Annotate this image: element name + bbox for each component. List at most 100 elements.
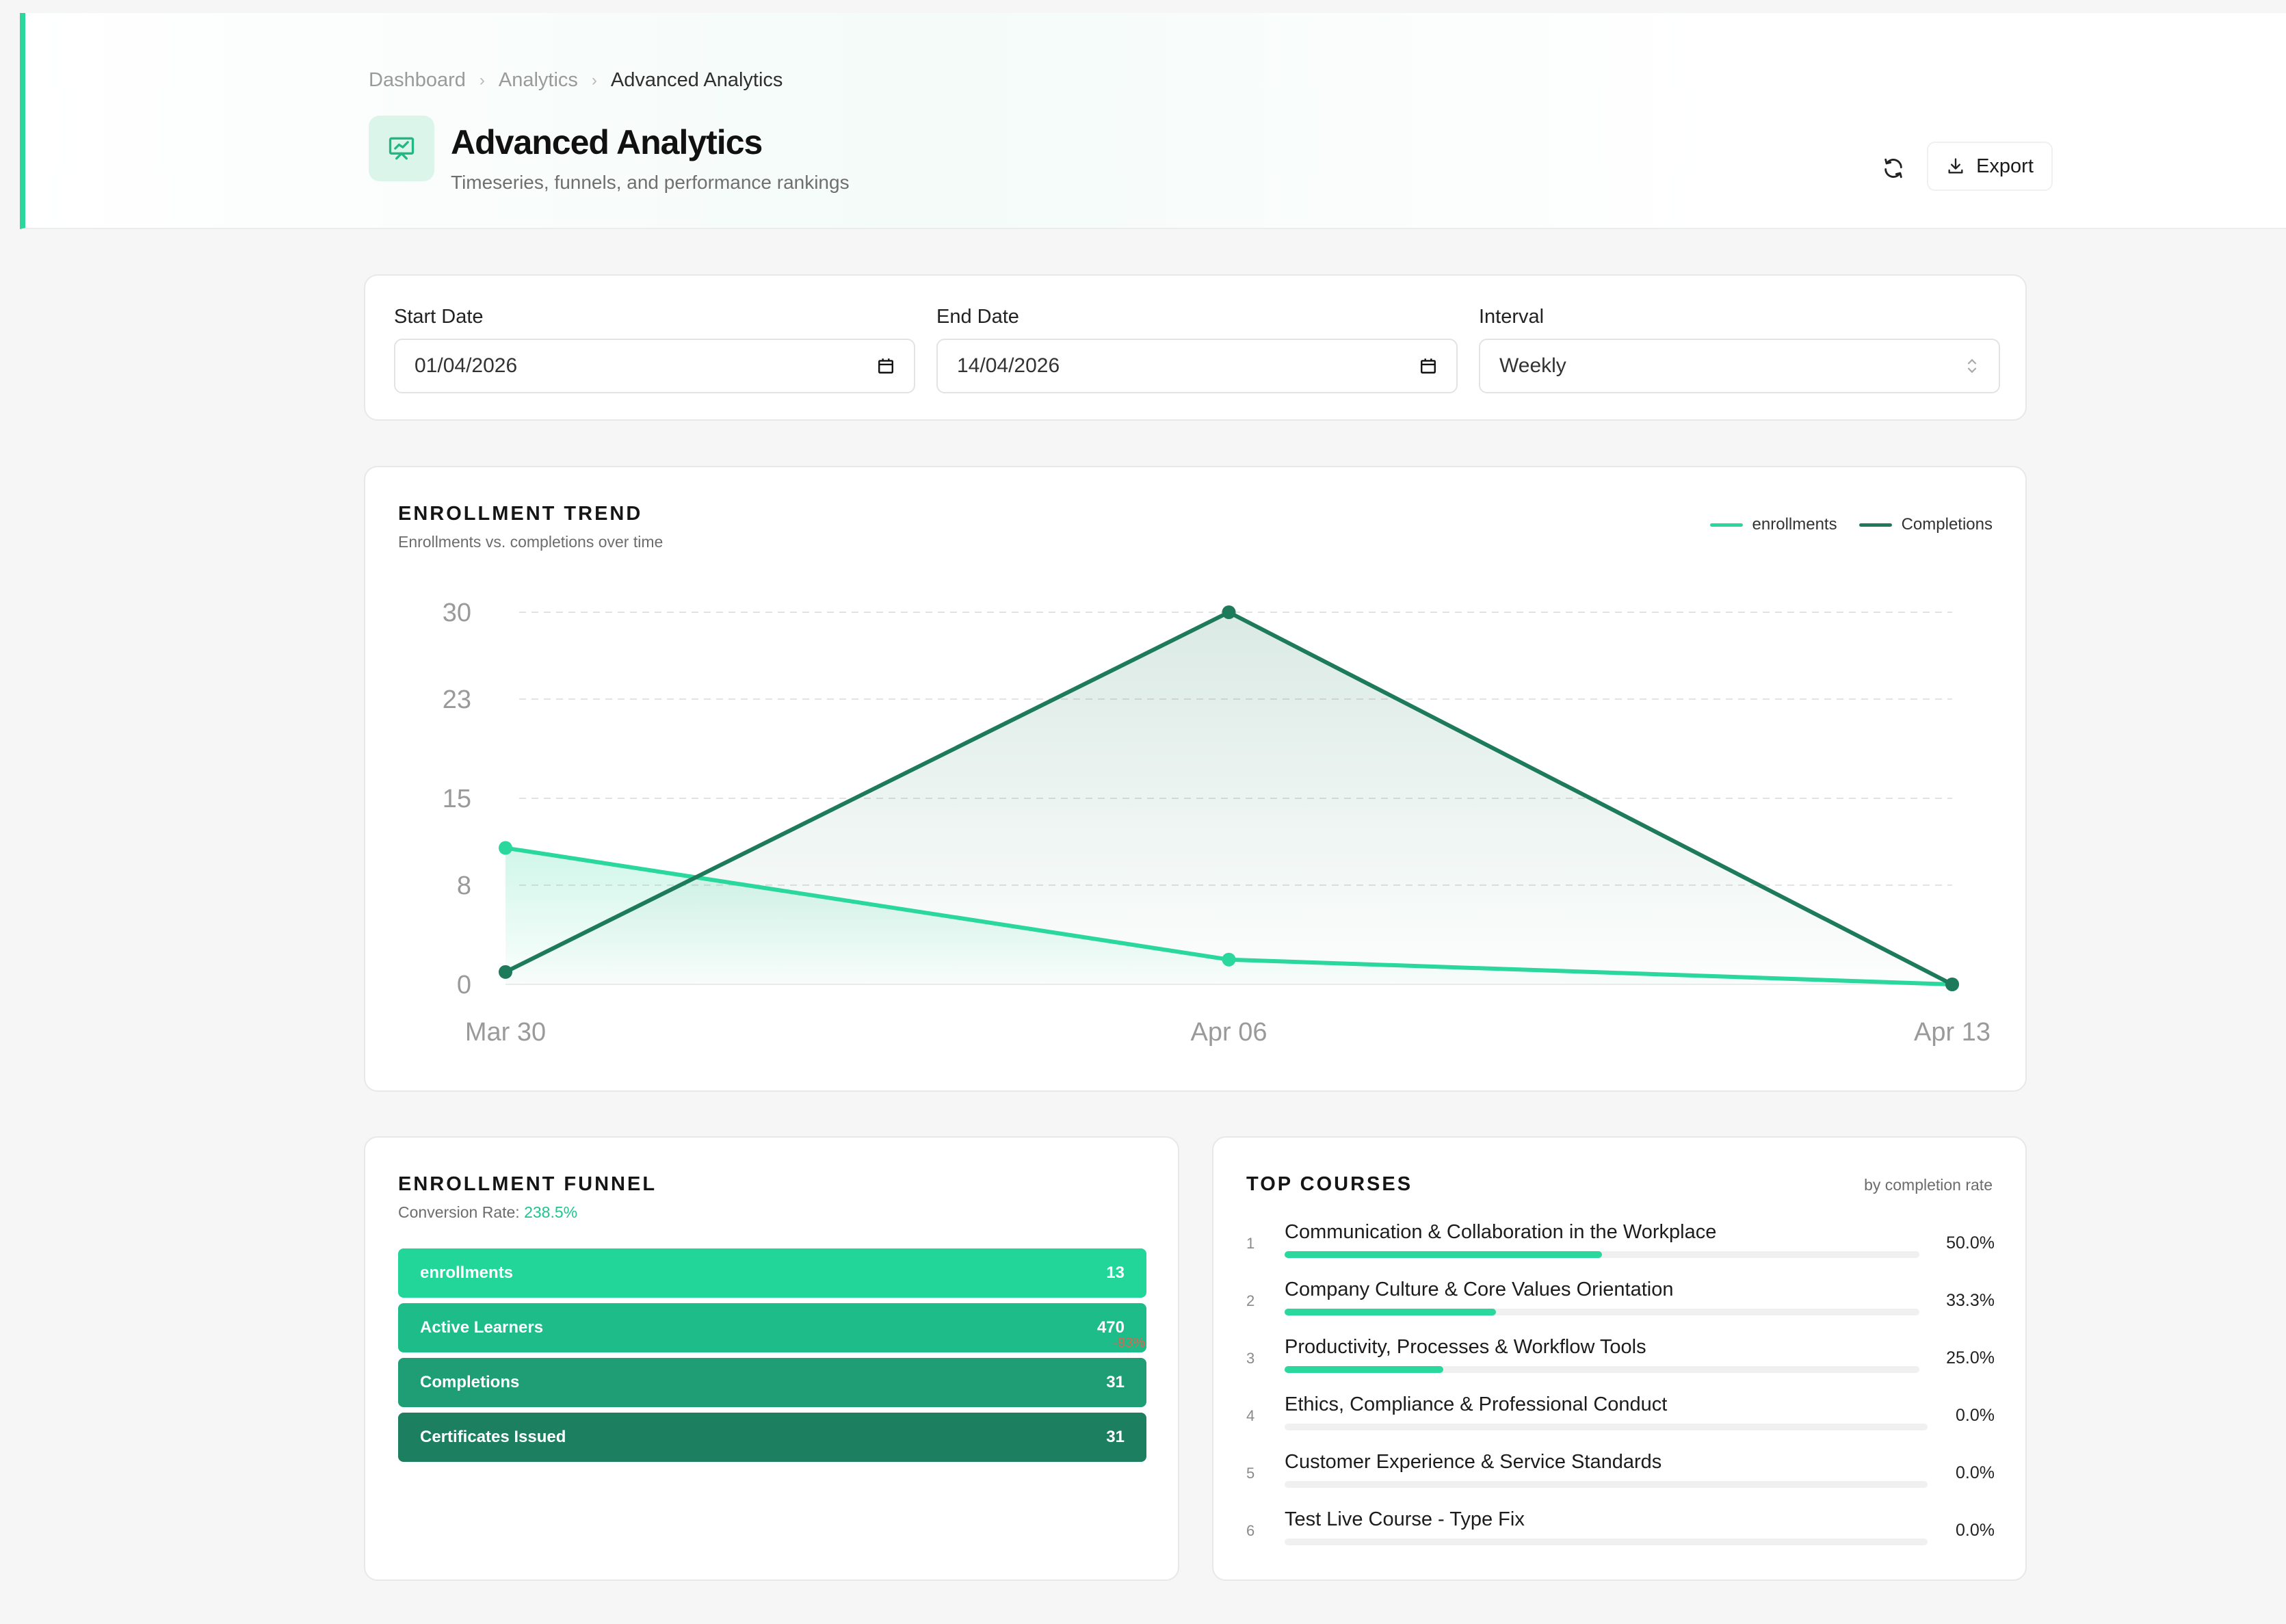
funnel-stage-value: 470: [1096, 1318, 1125, 1337]
refresh-icon: [1884, 158, 1902, 179]
start-date-label: Start Date: [394, 306, 484, 328]
data-point: [499, 965, 512, 979]
interval-label: Interval: [1479, 306, 1545, 328]
course-completion-rate: 0.0%: [1956, 1463, 1995, 1482]
funnel-stage-value: 31: [1106, 1428, 1125, 1446]
presentation-chart-icon: [369, 116, 434, 181]
breadcrumb: Dashboard › Analytics › Advanced Analyti…: [369, 69, 783, 92]
funnel-stage[interactable]: Active Learners 470: [398, 1303, 1146, 1352]
top-courses-title: TOP COURSES: [1246, 1173, 1413, 1195]
refresh-button[interactable]: [1872, 147, 1915, 189]
legend-label: Completions: [1901, 515, 1993, 534]
course-completion-rate: 0.0%: [1956, 1521, 1995, 1540]
chevron-right-icon: ›: [479, 70, 485, 90]
x-tick-label: Apr 13: [1914, 1018, 1991, 1047]
page-header: Dashboard › Analytics › Advanced Analyti…: [20, 13, 2286, 229]
funnel-stage-label: Completions: [420, 1373, 520, 1391]
course-rank: 2: [1246, 1292, 1255, 1309]
conversion-value: 238.5%: [524, 1203, 578, 1221]
breadcrumb-analytics[interactable]: Analytics: [498, 69, 578, 91]
course-name: Test Live Course - Type Fix: [1285, 1508, 1525, 1530]
data-point: [1222, 605, 1236, 619]
x-tick-label: Apr 06: [1191, 1018, 1267, 1047]
chevron-up-down-icon: [1967, 358, 1977, 374]
funnel-stage-label: enrollments: [420, 1263, 514, 1282]
filters-card: Start Date 01/04/2026 End Date 14/04/202…: [364, 274, 2027, 421]
breadcrumb-current: Advanced Analytics: [610, 69, 783, 91]
legend-item-completions[interactable]: Completions: [1858, 515, 1993, 534]
calendar-icon[interactable]: [1419, 357, 1437, 375]
course-completion-rate: 50.0%: [1946, 1233, 1995, 1253]
course-progress-track: [1285, 1538, 1928, 1545]
data-point: [1222, 952, 1236, 967]
course-name: Customer Experience & Service Standards: [1285, 1451, 1662, 1473]
y-tick-label: 15: [443, 785, 471, 813]
enrollment-funnel-card: ENROLLMENT FUNNEL Conversion Rate: 238.5…: [364, 1136, 1179, 1581]
course-name: Company Culture & Core Values Orientatio…: [1285, 1279, 1674, 1300]
course-name: Productivity, Processes & Workflow Tools: [1285, 1336, 1646, 1358]
course-progress-fill: [1285, 1309, 1497, 1315]
start-date-input[interactable]: 01/04/2026: [394, 339, 915, 393]
download-icon: [1948, 158, 1963, 174]
end-date-label: End Date: [936, 306, 1019, 328]
legend-swatch: [1858, 523, 1892, 527]
funnel-stage[interactable]: enrollments 13: [398, 1248, 1146, 1298]
course-rank: 4: [1246, 1407, 1255, 1424]
course-completion-rate: 33.3%: [1946, 1291, 1995, 1310]
y-tick-label: 23: [443, 685, 471, 714]
course-row[interactable]: 1 Communication & Collaboration in the Wo…: [1246, 1221, 1995, 1269]
funnel-stage[interactable]: Completions 31: [398, 1358, 1146, 1407]
enrollment-trend-card: ENROLLMENT TREND Enrollments vs. complet…: [364, 466, 2027, 1092]
course-row[interactable]: 6 Test Live Course - Type Fix 0.0%: [1246, 1508, 1995, 1556]
course-row[interactable]: 4 Ethics, Compliance & Professional Condu…: [1246, 1393, 1995, 1441]
funnel-stage-label: Certificates Issued: [420, 1428, 566, 1446]
conversion-label: Conversion Rate:: [398, 1203, 520, 1221]
y-tick-label: 30: [443, 599, 471, 627]
calendar-icon[interactable]: [877, 357, 895, 375]
trend-title: ENROLLMENT TREND: [398, 503, 643, 525]
course-row[interactable]: 3 Productivity, Processes & Workflow Tool…: [1246, 1336, 1995, 1384]
start-date-value: 01/04/2026: [415, 354, 518, 377]
course-progress-track: [1285, 1481, 1928, 1488]
course-progress-fill: [1285, 1251, 1602, 1258]
course-completion-rate: 25.0%: [1946, 1348, 1995, 1367]
course-progress-fill: [1285, 1366, 1443, 1373]
export-button[interactable]: Export: [1927, 142, 2053, 191]
top-courses-card: TOP COURSES by completion rate 1 Communic…: [1212, 1136, 2027, 1581]
chart-legend: enrollments Completions: [1709, 515, 1993, 534]
page-subtitle: Timeseries, funnels, and performance ran…: [451, 172, 850, 193]
course-rank: 1: [1246, 1235, 1255, 1252]
page-title: Advanced Analytics: [451, 123, 763, 161]
y-tick-label: 0: [457, 971, 471, 999]
data-point: [499, 841, 512, 855]
course-progress-track: [1285, 1424, 1928, 1430]
course-rank: 6: [1246, 1522, 1255, 1539]
course-row[interactable]: 2 Company Culture & Core Values Orientati…: [1246, 1279, 1995, 1326]
course-progress-track: [1285, 1251, 1919, 1258]
conversion-rate: Conversion Rate: 238.5%: [398, 1203, 577, 1222]
course-name: Ethics, Compliance & Professional Conduc…: [1285, 1393, 1668, 1415]
funnel-stage[interactable]: Certificates Issued 31: [398, 1413, 1146, 1462]
course-row[interactable]: 5 Customer Experience & Service Standards…: [1246, 1451, 1995, 1499]
trend-chart: 30 23 15 8 0 Mar 30 Apr 06 Apr 13: [443, 599, 1991, 1047]
course-progress-track: [1285, 1309, 1919, 1315]
funnel-stage-value: 31: [1106, 1373, 1125, 1391]
course-completion-rate: 0.0%: [1956, 1406, 1995, 1425]
trend-subtitle: Enrollments vs. completions over time: [398, 533, 664, 551]
drop-off-note: -93%: [1113, 1335, 1145, 1350]
export-label: Export: [1976, 155, 2034, 177]
interval-select[interactable]: Weekly: [1479, 339, 2000, 393]
series-area-completions: [505, 612, 1952, 984]
end-date-value: 14/04/2026: [957, 354, 1060, 377]
legend-label: enrollments: [1752, 515, 1837, 534]
legend-item-enrollments[interactable]: enrollments: [1709, 515, 1837, 534]
funnel-stage-value: 13: [1106, 1263, 1125, 1282]
course-rank: 3: [1246, 1350, 1255, 1367]
funnel-title: ENROLLMENT FUNNEL: [398, 1173, 657, 1195]
data-point: [1945, 978, 1959, 991]
y-tick-label: 8: [457, 872, 471, 900]
breadcrumb-dashboard[interactable]: Dashboard: [369, 69, 466, 91]
course-rank: 5: [1246, 1465, 1255, 1482]
funnel-stage-label: Active Learners: [420, 1318, 544, 1337]
end-date-input[interactable]: 14/04/2026: [936, 339, 1458, 393]
